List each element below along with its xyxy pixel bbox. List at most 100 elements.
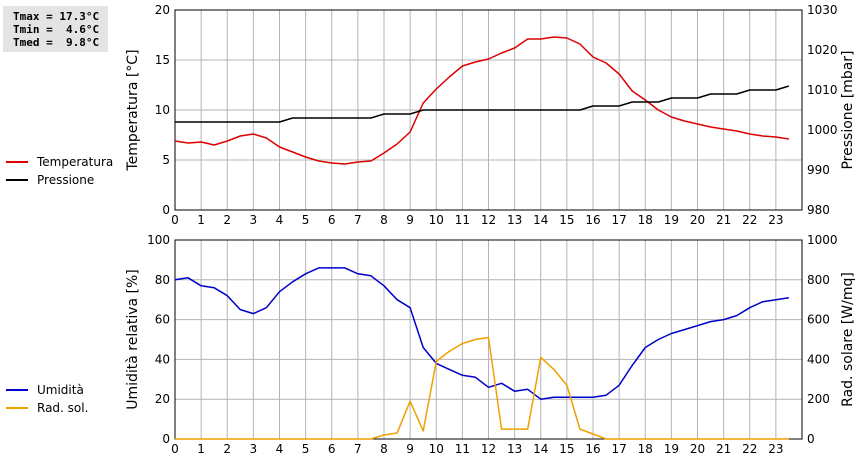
legend-label-humidity: Umidità bbox=[37, 383, 84, 397]
y-axis-label-left: Temperatura [°C] bbox=[125, 49, 141, 171]
legend-lower: Umidità Rad. sol. bbox=[6, 381, 88, 417]
x-tick-label: 10 bbox=[429, 213, 444, 227]
x-tick-label: 6 bbox=[328, 442, 336, 456]
y-tick-label-left: 0 bbox=[162, 203, 170, 217]
legend-top: Temperatura Pressione bbox=[6, 153, 113, 189]
x-tick-label: 23 bbox=[768, 213, 783, 227]
y-tick-label-right: 1000 bbox=[807, 123, 838, 137]
x-tick-label: 1 bbox=[197, 213, 205, 227]
x-tick-label: 17 bbox=[611, 213, 626, 227]
x-tick-label: 15 bbox=[559, 213, 574, 227]
x-tick-label: 12 bbox=[481, 213, 496, 227]
y-tick-label-right: 200 bbox=[807, 392, 830, 406]
y-tick-label-right: 400 bbox=[807, 352, 830, 366]
x-tick-label: 13 bbox=[507, 213, 522, 227]
x-tick-label: 21 bbox=[716, 442, 731, 456]
legend-swatch-temperature bbox=[6, 161, 28, 163]
x-tick-label: 22 bbox=[742, 213, 757, 227]
series-line-temperatura bbox=[174, 36, 790, 165]
x-tick-label: 22 bbox=[742, 442, 757, 456]
x-tick-label: 6 bbox=[328, 213, 336, 227]
x-tick-label: 16 bbox=[585, 442, 600, 456]
y-axis-label-left: Umidità relativa [%] bbox=[125, 269, 141, 410]
x-tick-label: 8 bbox=[380, 442, 388, 456]
x-tick-label: 16 bbox=[585, 213, 600, 227]
series-line-rad-sol- bbox=[175, 336, 789, 440]
x-tick-label: 0 bbox=[171, 442, 179, 456]
x-tick-label: 4 bbox=[276, 213, 284, 227]
y-tick-label-left: 80 bbox=[155, 273, 170, 287]
x-tick-label: 2 bbox=[223, 213, 231, 227]
y-tick-label-left: 20 bbox=[155, 3, 170, 17]
x-tick-label: 12 bbox=[481, 442, 496, 456]
y-axis-label-right: Pressione [mbar] bbox=[840, 50, 856, 169]
x-tick-label: 3 bbox=[250, 213, 258, 227]
x-tick-label: 15 bbox=[559, 442, 574, 456]
y-tick-label-left: 10 bbox=[155, 103, 170, 117]
legend-item-pressure: Pressione bbox=[6, 171, 113, 189]
legend-label-pressure: Pressione bbox=[37, 173, 95, 187]
x-tick-label: 2 bbox=[223, 442, 231, 456]
legend-swatch-humidity bbox=[6, 389, 28, 391]
stat-tmin: Tmin = 4.6°C bbox=[13, 23, 100, 36]
y-tick-label-right: 980 bbox=[807, 203, 830, 217]
x-tick-label: 19 bbox=[664, 442, 679, 456]
plot-frame bbox=[174, 9, 803, 211]
x-tick-label: 14 bbox=[533, 213, 548, 227]
legend-item-humidity: Umidità bbox=[6, 381, 88, 399]
x-tick-label: 5 bbox=[302, 213, 310, 227]
x-tick-label: 7 bbox=[354, 213, 362, 227]
y-tick-label-left: 40 bbox=[155, 352, 170, 366]
y-tick-label-right: 990 bbox=[807, 163, 830, 177]
y-tick-label-right: 1000 bbox=[807, 233, 838, 247]
x-tick-label: 9 bbox=[406, 442, 414, 456]
legend-item-radiation: Rad. sol. bbox=[6, 399, 88, 417]
x-tick-label: 18 bbox=[638, 442, 653, 456]
x-tick-label: 21 bbox=[716, 213, 731, 227]
y-tick-label-left: 0 bbox=[162, 432, 170, 446]
stats-box: Tmax = 17.3°C Tmin = 4.6°C Tmed = 9.8°C bbox=[3, 6, 108, 52]
plot-frame bbox=[174, 239, 803, 440]
x-tick-label: 9 bbox=[406, 213, 414, 227]
chart-temp-pressure: 0 1 2 3 4 5 6 7 8 9 10 11 12 13 14 15 16 17 18 19 20 21 22 2305… bbox=[125, 3, 856, 227]
legend-label-temperature: Temperatura bbox=[37, 155, 114, 169]
y-axis-label-right: Rad. solare [W/mq] bbox=[840, 272, 856, 407]
y-tick-label-left: 100 bbox=[147, 233, 170, 247]
legend-swatch-radiation bbox=[6, 407, 28, 409]
legend-label-radiation: Rad. sol. bbox=[37, 401, 89, 415]
y-tick-label-left: 5 bbox=[162, 153, 170, 167]
x-tick-label: 0 bbox=[171, 213, 179, 227]
x-tick-label: 14 bbox=[533, 442, 548, 456]
y-tick-label-right: 1020 bbox=[807, 43, 838, 57]
stat-tmed: Tmed = 9.8°C bbox=[13, 36, 100, 49]
x-tick-label: 5 bbox=[302, 442, 310, 456]
x-tick-label: 1 bbox=[197, 442, 205, 456]
x-tick-label: 20 bbox=[690, 213, 705, 227]
x-tick-label: 11 bbox=[455, 213, 470, 227]
x-tick-label: 18 bbox=[638, 213, 653, 227]
y-tick-label-left: 20 bbox=[155, 392, 170, 406]
x-tick-label: 19 bbox=[664, 213, 679, 227]
x-tick-label: 20 bbox=[690, 442, 705, 456]
y-tick-label-left: 60 bbox=[155, 313, 170, 327]
series-line-umidit- bbox=[174, 267, 790, 400]
y-tick-label-right: 600 bbox=[807, 313, 830, 327]
x-tick-label: 10 bbox=[429, 442, 444, 456]
y-tick-label-right: 0 bbox=[807, 432, 815, 446]
series-line-pressione bbox=[175, 85, 790, 123]
y-tick-label-left: 15 bbox=[155, 53, 170, 67]
stat-tmax: Tmax = 17.3°C bbox=[13, 10, 100, 23]
x-tick-label: 23 bbox=[768, 442, 783, 456]
y-tick-label-right: 1030 bbox=[807, 3, 838, 17]
legend-item-temperature: Temperatura bbox=[6, 153, 113, 171]
legend-swatch-pressure bbox=[6, 179, 28, 181]
x-tick-label: 4 bbox=[276, 442, 284, 456]
x-tick-label: 11 bbox=[455, 442, 470, 456]
x-tick-label: 17 bbox=[611, 442, 626, 456]
y-tick-label-right: 1010 bbox=[807, 83, 838, 97]
x-tick-label: 3 bbox=[250, 442, 258, 456]
x-tick-label: 13 bbox=[507, 442, 522, 456]
y-tick-label-right: 800 bbox=[807, 273, 830, 287]
x-tick-label: 7 bbox=[354, 442, 362, 456]
